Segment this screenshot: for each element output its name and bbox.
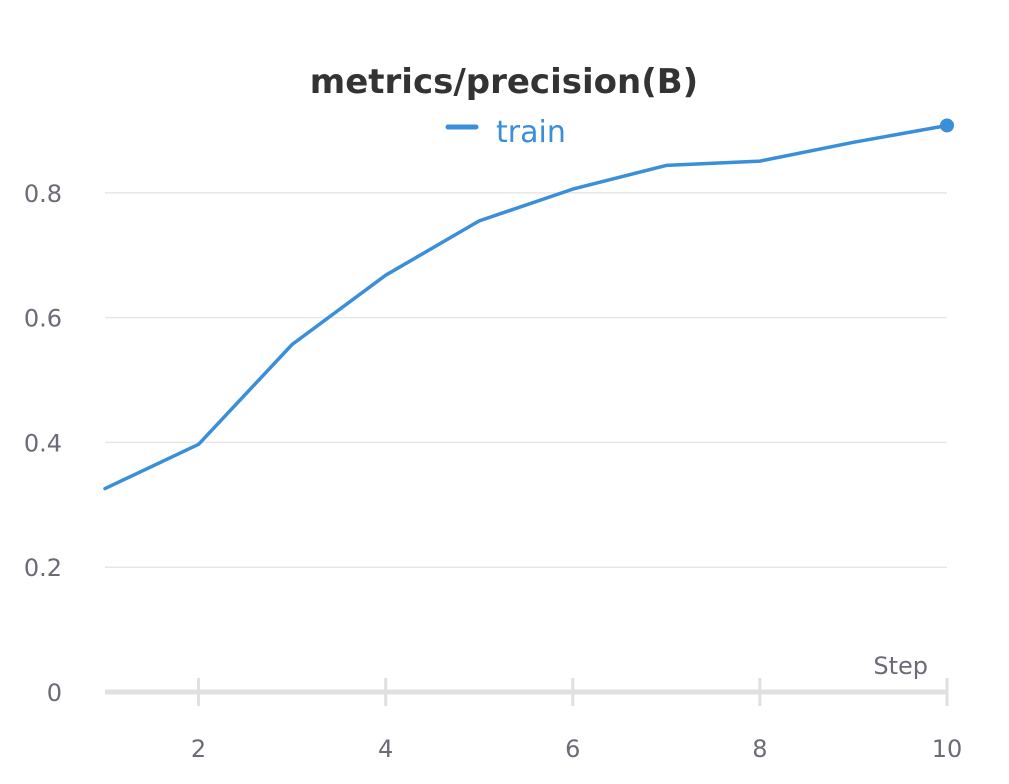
data-point[interactable] — [569, 185, 577, 193]
series-train[interactable] — [101, 118, 954, 492]
data-point[interactable] — [662, 161, 670, 169]
data-point[interactable] — [382, 271, 390, 279]
x-axis: 2 4 6 8 10 — [105, 678, 962, 763]
series-endpoint-marker[interactable] — [940, 118, 954, 133]
y-tick-label: 0.8 — [24, 180, 62, 208]
data-point[interactable] — [288, 340, 296, 348]
y-tick-label: 0.6 — [24, 305, 62, 333]
data-point[interactable] — [849, 138, 857, 146]
chart-title: metrics/precision(B) — [310, 62, 698, 102]
data-point[interactable] — [101, 485, 109, 493]
grid-lines — [105, 192, 947, 568]
legend-label-train: train — [496, 115, 566, 150]
y-tick-label: 0.4 — [24, 429, 62, 457]
x-tick-label: 4 — [378, 735, 393, 763]
x-tick-label: 10 — [932, 735, 963, 763]
x-tick-label: 8 — [752, 735, 767, 763]
x-tick-label: 2 — [191, 735, 206, 763]
y-axis-ticks: 0 0.2 0.4 0.6 0.8 — [24, 180, 62, 707]
data-point[interactable] — [756, 157, 764, 165]
x-axis-label: Step — [873, 652, 928, 680]
y-tick-label: 0.2 — [24, 554, 62, 582]
y-tick-label: 0 — [47, 679, 62, 707]
x-tick-label: 6 — [565, 735, 580, 763]
series-line-train — [103, 123, 949, 491]
data-point[interactable] — [475, 217, 483, 225]
data-point[interactable] — [195, 440, 203, 448]
legend[interactable]: train — [445, 115, 566, 150]
